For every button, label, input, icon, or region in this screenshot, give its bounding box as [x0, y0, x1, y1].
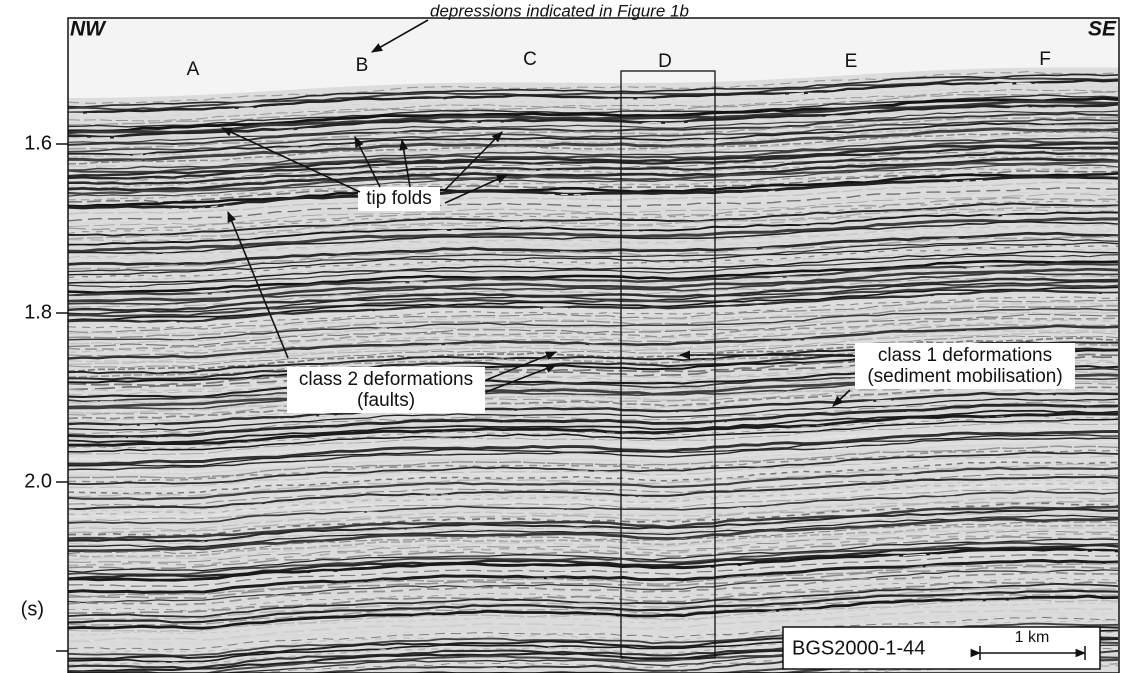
- tick-label: 2.0: [24, 470, 52, 492]
- se-label: SE: [1088, 18, 1117, 41]
- depression-label: C: [523, 49, 537, 70]
- tip-folds-label: tip folds: [366, 188, 431, 209]
- class2-sublabel: (faults): [357, 390, 415, 411]
- tick-label: 1.6: [24, 132, 52, 154]
- line-name: BGS2000-1-44: [792, 637, 925, 659]
- y-axis: 1.6 1.8 2.0 (s): [21, 132, 68, 651]
- depression-label: F: [1039, 49, 1051, 70]
- class1-sublabel: (sediment mobilisation): [867, 366, 1062, 387]
- nw-label: NW: [70, 18, 107, 41]
- note: depressions indicated in Figure 1b: [430, 1, 689, 20]
- class2-label: class 2 deformations: [299, 369, 473, 390]
- depression-label: A: [187, 59, 200, 80]
- depression-label: E: [845, 51, 858, 72]
- tick-label: 1.8: [24, 301, 52, 323]
- depression-label: D: [658, 51, 672, 72]
- axis-unit: (s): [21, 598, 44, 620]
- scale-label: 1 km: [1015, 629, 1050, 646]
- class1-label: class 1 deformations: [878, 345, 1052, 366]
- figure: NW SE depressions indicated in Figure 1b…: [0, 0, 1121, 673]
- depression-label: B: [356, 55, 369, 76]
